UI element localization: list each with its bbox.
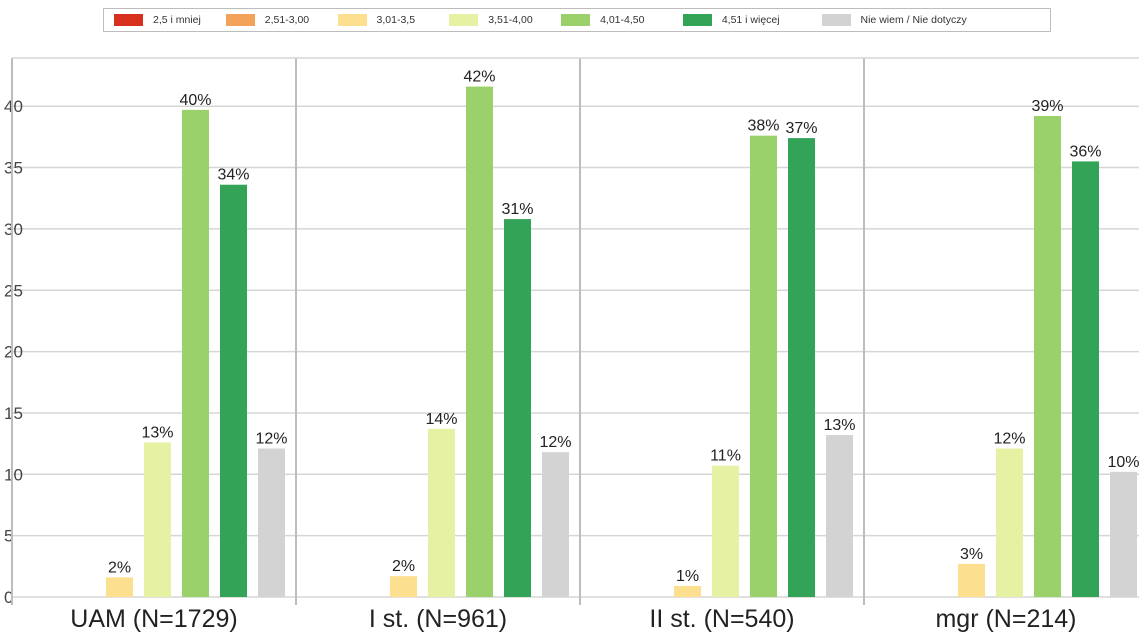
bar (958, 563, 985, 597)
bar (1072, 161, 1099, 598)
legend-item: 4,51 i więcej (673, 9, 812, 31)
bar (428, 428, 455, 597)
category-label: mgr (N=214) (935, 605, 1076, 632)
data-label: 40% (179, 92, 211, 109)
data-label: 34% (217, 167, 249, 184)
legend-item: 2,5 i mniej (104, 9, 216, 31)
bar (144, 442, 171, 597)
legend-swatch (337, 14, 367, 26)
data-label: 11% (710, 448, 741, 465)
bar (1110, 471, 1137, 597)
data-label: 12% (539, 434, 571, 451)
legend-item: Nie wiem / Nie dotyczy (812, 9, 1051, 31)
bar (674, 585, 701, 597)
y-tick-label: 10 (4, 465, 23, 484)
legend-label: 4,01-4,50 (600, 14, 645, 26)
data-label: 14% (425, 411, 457, 428)
y-tick-label: 35 (4, 159, 23, 178)
bar (788, 138, 815, 598)
legend-swatch (225, 14, 255, 26)
y-tick-label: 15 (4, 404, 23, 423)
data-label: 1% (676, 568, 699, 585)
category-label: I st. (N=961) (369, 605, 507, 632)
y-tick-label: 30 (4, 220, 23, 239)
legend-item: 2,51-3,00 (216, 9, 328, 31)
data-label: 38% (747, 118, 779, 135)
legend-label: 3,01-3,5 (376, 14, 416, 26)
legend-item: 3,51-4,00 (439, 9, 551, 31)
bar (220, 184, 247, 597)
legend-label: 3,51-4,00 (488, 14, 533, 26)
data-label: 12% (993, 431, 1025, 448)
bar (182, 109, 209, 598)
bar (712, 465, 739, 597)
data-label: 39% (1031, 98, 1063, 115)
legend-item: 4,01-4,50 (551, 9, 673, 31)
data-label: 13% (823, 417, 855, 434)
legend-swatch (561, 14, 591, 26)
y-tick-label: 0 (4, 588, 13, 607)
legend-label: 4,51 i więcej (721, 14, 780, 26)
y-tick-label: 40 (4, 97, 23, 116)
category-label: II st. (N=540) (649, 605, 794, 632)
bar (258, 448, 285, 597)
data-label: 3% (960, 546, 983, 563)
bar (1034, 116, 1061, 598)
bar (390, 576, 417, 597)
bar (826, 435, 853, 597)
bar (504, 219, 531, 598)
legend-label: 2,51-3,00 (264, 14, 310, 26)
legend-label: 2,5 i mniej (153, 14, 201, 26)
data-label: 10% (1107, 454, 1139, 471)
bar (996, 448, 1023, 597)
data-label: 12% (255, 431, 287, 448)
legend-label: Nie wiem / Nie dotyczy (860, 14, 967, 26)
legend-swatch (682, 14, 712, 26)
category-label: UAM (N=1729) (70, 605, 237, 632)
bar (750, 135, 777, 597)
legend-swatch (821, 14, 851, 26)
y-tick-label: 20 (4, 343, 23, 362)
data-label: 2% (392, 558, 415, 575)
bar (106, 577, 133, 597)
data-label: 36% (1069, 143, 1101, 160)
data-label: 31% (501, 201, 533, 218)
legend-item: 3,01-3,5 (328, 9, 440, 31)
bar (542, 452, 569, 597)
y-tick-label: 5 (4, 527, 13, 546)
y-tick-label: 25 (4, 281, 23, 300)
legend-swatch (449, 14, 479, 26)
legend-swatch (114, 14, 143, 26)
data-label: 42% (463, 69, 495, 86)
data-label: 2% (108, 559, 131, 576)
legend: 2,5 i mniej 2,51-3,00 3,01-3,5 3,51-4,00 4,0… (103, 8, 1051, 32)
bar (466, 86, 493, 598)
data-label: 37% (785, 120, 817, 137)
data-label: 13% (141, 424, 173, 441)
